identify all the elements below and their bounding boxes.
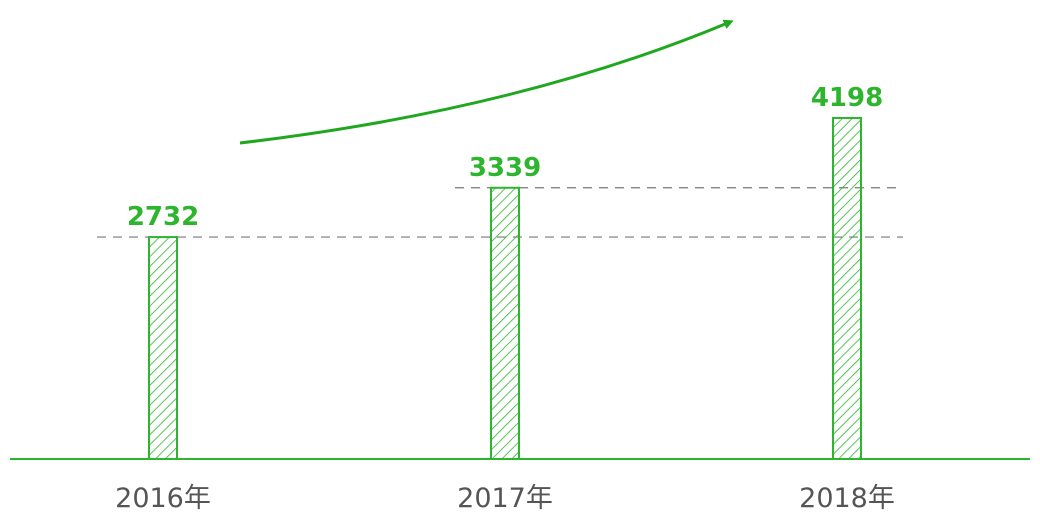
trend-arrow (239, 19, 734, 145)
value-label: 3339 (469, 153, 541, 183)
value-label: 2732 (127, 202, 199, 232)
x-tick-label: 2017年 (457, 483, 553, 514)
x-tick-label: 2018年 (799, 483, 895, 514)
bar (490, 186, 520, 460)
bar (832, 117, 862, 460)
bar (148, 236, 178, 460)
x-tick-label: 2016年 (115, 483, 211, 514)
value-label: 4198 (811, 83, 883, 113)
